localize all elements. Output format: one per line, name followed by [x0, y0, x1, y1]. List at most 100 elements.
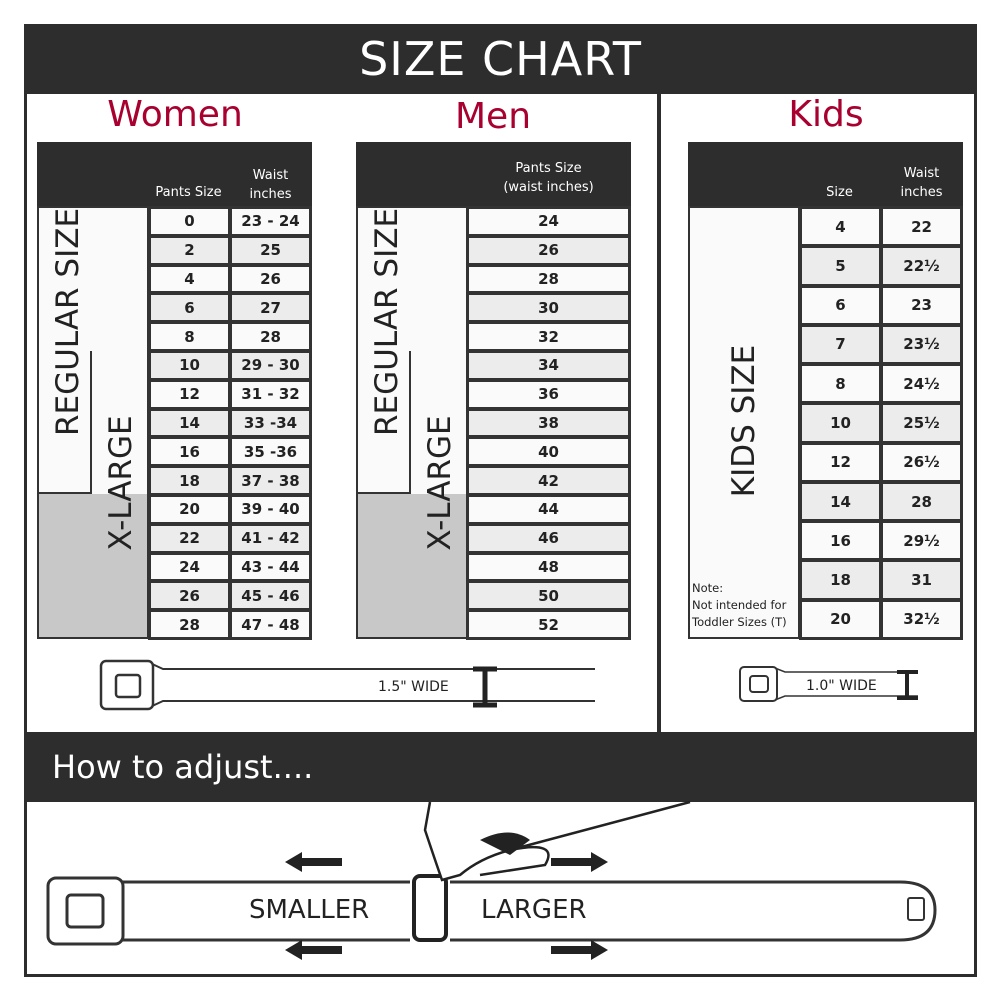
kids-waist-cell: 22½ [880, 245, 963, 287]
kids-waist-cell: 23½ [880, 323, 963, 366]
women-pants-size-cell: 8 [148, 321, 231, 352]
men-col-2: (waist inches) [503, 180, 594, 195]
kids-waist-cell: 25½ [880, 402, 963, 444]
kids-waist-cell: 29½ [880, 520, 963, 562]
kids-table-header: Size Waist inches [688, 142, 963, 206]
arrow-left-icon [285, 940, 342, 960]
women-waist-cell: 28 [229, 321, 312, 352]
women-belt-width: 1.5" WIDE [378, 679, 449, 695]
kids-waist-cell: 26½ [880, 441, 963, 483]
kids-col-waist-1: Waist [903, 166, 940, 181]
men-title: Men [454, 96, 532, 137]
women-pants-size-cell: 14 [148, 407, 231, 439]
kids-size-cell: 14 [799, 480, 882, 523]
women-waist-cell: 26 [229, 263, 312, 295]
women-pants-size-cell: 28 [148, 609, 231, 640]
women-pants-size-cell: 20 [148, 494, 231, 525]
men-pants-size-cell: 44 [466, 494, 631, 525]
kids-waist-cell: 24½ [880, 363, 963, 405]
women-pants-size-cell: 12 [148, 378, 231, 410]
women-pants-size-cell: 18 [148, 465, 231, 496]
men-pants-size-cell: 24 [466, 206, 631, 237]
women-waist-cell: 41 - 42 [229, 522, 312, 554]
kids-size-cell: 20 [799, 598, 882, 640]
kids-size-cell: 7 [799, 323, 882, 366]
kids-waist-cell: 22 [880, 206, 963, 248]
kids-size-label: KIDS SIZE [726, 344, 762, 498]
kids-label-region [688, 206, 800, 639]
women-waist-cell: 35 -36 [229, 436, 312, 468]
men-pants-size-cell: 36 [466, 378, 631, 410]
women-waist-cell: 27 [229, 292, 312, 324]
women-table-header: Pants Size Waist inches [37, 142, 312, 206]
kids-size-cell: 8 [799, 363, 882, 405]
smaller-label: SMALLER [249, 895, 370, 925]
arrow-icons [285, 852, 608, 960]
women-pants-size-cell: 0 [148, 206, 231, 237]
women-col-waist-2: inches [249, 187, 292, 202]
men-pants-size-cell: 34 [466, 350, 631, 381]
women-waist-cell: 23 - 24 [229, 206, 312, 237]
kids-note: Note: Not intended for Toddler Sizes (T) [692, 581, 787, 629]
women-pants-size-cell: 24 [148, 551, 231, 583]
women-pants-size-cell: 6 [148, 292, 231, 324]
women-pants-size-cell: 26 [148, 580, 231, 612]
women-waist-cell: 43 - 44 [229, 551, 312, 583]
men-xlarge-label: X-LARGE [422, 415, 458, 551]
men-pants-size-cell: 46 [466, 522, 631, 554]
women-col-pants: Pants Size [155, 185, 222, 200]
kids-waist-cell: 31 [880, 559, 963, 601]
women-pants-size-cell: 16 [148, 436, 231, 468]
kids-col-waist-2: inches [900, 185, 943, 200]
men-pants-size-cell: 40 [466, 436, 631, 468]
men-pants-size-cell: 28 [466, 263, 631, 295]
kids-size-cell: 4 [799, 206, 882, 248]
kids-col-size: Size [826, 185, 853, 200]
women-belt-illustration [99, 659, 595, 711]
men-pants-size-cell: 26 [466, 234, 631, 266]
divider [657, 93, 661, 733]
adjust-header: How to adjust.... [24, 732, 977, 802]
women-waist-cell: 47 - 48 [229, 609, 312, 640]
kids-belt-illustration [739, 666, 918, 702]
men-col-1: Pants Size [515, 161, 582, 176]
women-pants-size-cell: 10 [148, 350, 231, 381]
women-waist-cell: 33 -34 [229, 407, 312, 439]
page-title: SIZE CHART [24, 24, 977, 94]
kids-size-cell: 10 [799, 402, 882, 444]
arrow-right-icon [551, 940, 608, 960]
women-waist-cell: 45 - 46 [229, 580, 312, 612]
women-waist-cell: 39 - 40 [229, 494, 312, 525]
arrow-left-icon [285, 852, 342, 872]
women-pants-size-cell: 4 [148, 263, 231, 295]
kids-waist-cell: 23 [880, 284, 963, 326]
women-xlarge-label: X-LARGE [103, 415, 139, 551]
men-pants-size-cell: 32 [466, 321, 631, 352]
women-waist-cell: 37 - 38 [229, 465, 312, 496]
kids-size-cell: 16 [799, 520, 882, 562]
larger-label: LARGER [481, 895, 587, 925]
kids-title: Kids [788, 94, 864, 135]
women-pants-size-cell: 22 [148, 522, 231, 554]
kids-waist-cell: 32½ [880, 598, 963, 640]
women-waist-cell: 29 - 30 [229, 350, 312, 381]
men-pants-size-cell: 42 [466, 465, 631, 496]
kids-belt-width: 1.0" WIDE [806, 678, 877, 694]
men-pants-size-cell: 30 [466, 292, 631, 324]
men-regular-label: REGULAR SIZE [369, 207, 405, 436]
men-table-header: Pants Size (waist inches) [356, 142, 631, 206]
men-pants-size-cell: 38 [466, 407, 631, 439]
women-title: Women [107, 94, 243, 135]
kids-waist-cell: 28 [880, 480, 963, 523]
women-pants-size-cell: 2 [148, 234, 231, 266]
adjust-belt-illustration [46, 800, 937, 960]
women-regular-label: REGULAR SIZE [50, 207, 86, 436]
men-pants-size-cell: 48 [466, 551, 631, 583]
women-waist-cell: 25 [229, 234, 312, 266]
men-pants-size-cell: 52 [466, 609, 631, 640]
women-waist-cell: 31 - 32 [229, 378, 312, 410]
women-col-waist-1: Waist [252, 168, 289, 183]
men-pants-size-cell: 50 [466, 580, 631, 612]
kids-size-cell: 12 [799, 441, 882, 483]
kids-size-cell: 18 [799, 559, 882, 601]
